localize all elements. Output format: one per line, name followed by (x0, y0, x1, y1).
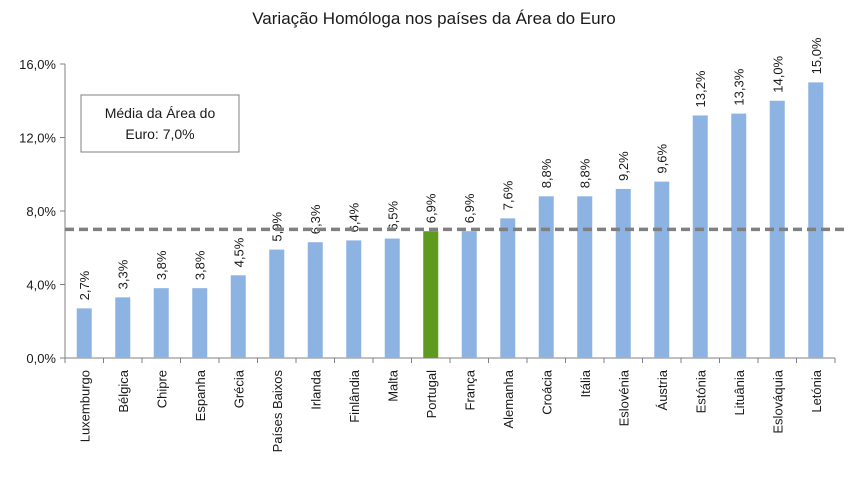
category-label: Áustria (655, 369, 670, 410)
y-tick-label: 8,0% (26, 204, 56, 219)
category-label: Grécia (231, 369, 246, 408)
value-label: 6,4% (347, 202, 362, 232)
chart-title: Variação Homóloga nos países da Área do … (252, 9, 616, 28)
value-label: 13,2% (693, 70, 708, 107)
bar-10 (461, 231, 477, 358)
y-tick-label: 0,0% (26, 351, 56, 366)
value-label: 6,5% (385, 200, 400, 230)
bar-1 (115, 297, 131, 358)
value-label: 6,9% (424, 193, 439, 223)
bars (76, 82, 824, 358)
category-label: Itália (578, 369, 593, 397)
bar-2 (153, 288, 169, 358)
value-label: 14,0% (770, 55, 785, 92)
value-labels: 2,7% 3,3% 3,8% 3,8% 4,5% 5,9% 6,3% 6,4% 6,5% 6,9%… (77, 37, 824, 300)
bar-0 (76, 308, 92, 358)
bar-3 (192, 288, 208, 358)
value-label: 6,3% (308, 204, 323, 234)
annotation-line-2: Euro: 7,0% (125, 126, 194, 142)
category-label: Chipre (154, 370, 169, 408)
value-label: 13,3% (732, 68, 747, 105)
bar-16 (692, 115, 708, 358)
category-label: Malta (385, 369, 400, 402)
value-label: 3,8% (154, 250, 169, 280)
annotation-line-1: Média da Área do (105, 105, 216, 121)
bar-6 (307, 242, 323, 358)
bar-18 (769, 100, 785, 358)
category-label: Portugal (424, 370, 439, 419)
value-label: 5,9% (270, 212, 285, 242)
category-label: Espanha (193, 369, 208, 421)
value-label: 3,3% (116, 259, 131, 289)
category-label: Eslovénia (616, 369, 631, 426)
bar-8 (384, 238, 400, 358)
category-label: Luxemburgo (77, 370, 92, 442)
category-label: Letónia (809, 369, 824, 412)
category-label: Alemanha (501, 369, 516, 428)
value-label: 7,6% (501, 180, 516, 210)
value-label: 9,2% (616, 151, 631, 181)
category-label: França (462, 369, 477, 410)
value-label: 4,5% (231, 237, 246, 267)
bar-9 (423, 231, 439, 358)
bar-7 (346, 240, 362, 358)
bar-11 (500, 218, 516, 358)
y-tick-label: 12,0% (19, 131, 56, 146)
value-label: 2,7% (77, 270, 92, 300)
bar-17 (731, 113, 747, 358)
category-label: Estónia (693, 369, 708, 413)
bar-12 (538, 196, 554, 358)
bar-5 (269, 249, 285, 358)
value-label: 8,8% (578, 158, 593, 188)
value-label: 9,6% (655, 144, 670, 174)
category-label: Finlândia (347, 369, 362, 423)
annotation-frame (80, 94, 240, 153)
value-label: 15,0% (809, 37, 824, 74)
value-label: 8,8% (539, 158, 554, 188)
category-label: Eslováquia (770, 369, 785, 433)
value-label: 6,9% (462, 193, 477, 223)
value-label: 3,8% (193, 250, 208, 280)
bar-15 (654, 181, 670, 358)
category-label: Países Baixos (270, 370, 285, 453)
category-label: Irlanda (308, 369, 323, 410)
y-tick-label: 16,0% (19, 57, 56, 72)
bar-4 (230, 275, 246, 358)
category-label: Bélgica (116, 369, 131, 412)
category-label: Croácia (539, 369, 554, 415)
annotation-box: Média da Área do Euro: 7,0% (80, 94, 240, 153)
bar-14 (615, 188, 631, 358)
bar-19 (808, 82, 824, 358)
y-tick-label: 4,0% (26, 278, 56, 293)
category-label: Lituânia (732, 369, 747, 415)
bar-13 (577, 196, 593, 358)
category-labels: Luxemburgo Bélgica Chipre Espanha Grécia País… (77, 369, 824, 452)
